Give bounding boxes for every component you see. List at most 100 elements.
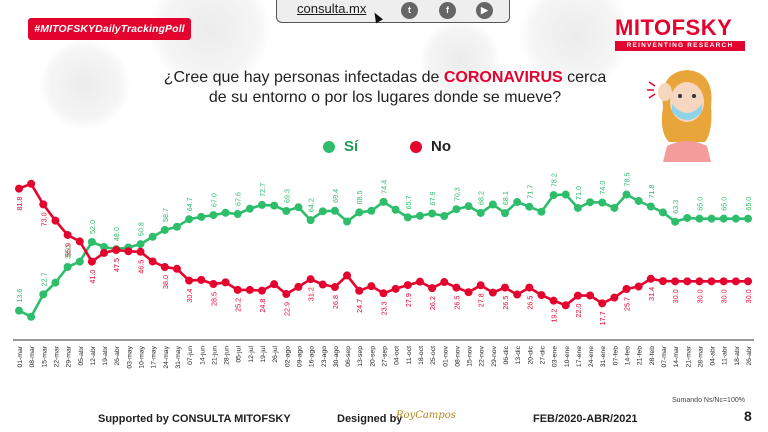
data-label-yes: 78.2: [550, 173, 559, 187]
facebook-icon[interactable]: f: [439, 2, 456, 19]
data-point-yes: [549, 191, 558, 200]
x-tick-label: 27-sep: [382, 346, 389, 367]
data-point-no: [51, 216, 60, 225]
data-point-no: [367, 282, 376, 291]
data-point-yes: [719, 214, 728, 223]
x-tick-label: 08-mar: [29, 345, 36, 367]
data-label-no: 26.5: [525, 296, 534, 310]
data-point-no: [87, 257, 96, 266]
data-label-no: 23.3: [380, 301, 389, 315]
data-label-yes: 69.4: [331, 189, 340, 203]
data-point-no: [452, 283, 461, 292]
data-label-yes: 78.5: [623, 173, 632, 187]
x-tick-label: 01-mar: [17, 345, 24, 367]
x-tick-label: 21-mar: [685, 345, 692, 367]
data-point-no: [355, 286, 364, 295]
x-tick-label: 07-jun: [187, 346, 194, 365]
data-label-yes: 65.0: [744, 197, 753, 211]
x-tick-label: 10-may: [139, 345, 146, 368]
data-point-yes: [330, 206, 339, 215]
data-point-yes: [707, 214, 716, 223]
data-label-no: 22.9: [282, 302, 291, 316]
x-tick-label: 26-abr: [114, 345, 121, 365]
data-point-no: [294, 282, 303, 291]
data-point-no: [403, 281, 412, 290]
data-point-yes: [15, 306, 23, 315]
x-tick-label: 14-mar: [673, 345, 680, 367]
data-point-no: [112, 246, 121, 254]
data-label-no: 46.5: [137, 260, 146, 274]
data-point-yes: [51, 278, 60, 287]
data-point-no: [245, 285, 254, 294]
twitter-icon[interactable]: t: [401, 2, 418, 19]
data-point-no: [707, 277, 716, 286]
x-tick-label: 24-ene: [588, 346, 595, 367]
question-highlight: CORONAVIRUS: [443, 69, 563, 86]
x-tick-label: 17-may: [151, 345, 158, 368]
x-tick-label: 31-ene: [600, 346, 607, 367]
data-point-yes: [561, 190, 570, 199]
x-tick-label: 06-dic: [503, 345, 510, 364]
data-point-yes: [39, 290, 48, 299]
data-point-no: [671, 277, 680, 286]
x-tick-label: 16-ago: [309, 346, 316, 367]
x-tick-label: 12-abr: [90, 345, 97, 365]
x-tick-label: 04-oct: [394, 346, 401, 365]
data-point-yes: [683, 213, 692, 222]
data-point-yes: [270, 201, 279, 210]
data-point-yes: [148, 232, 157, 241]
data-point-no: [634, 282, 643, 291]
virus-decoration: [40, 40, 130, 130]
brand-logo: MITOFSKY REINVENTING RESEARCH: [615, 17, 745, 51]
data-point-yes: [452, 205, 461, 214]
data-point-yes: [634, 196, 643, 205]
data-point-no: [586, 291, 595, 300]
data-label-no: 27.9: [404, 293, 413, 307]
data-point-yes: [646, 202, 655, 211]
data-point-no: [233, 285, 242, 294]
data-point-yes: [391, 205, 400, 214]
data-point-no: [75, 237, 84, 246]
data-label-no: 22.0: [574, 304, 583, 318]
data-label-no: 17.7: [598, 311, 607, 325]
series-line-yes: [18, 193, 748, 318]
data-point-yes: [513, 198, 522, 207]
youtube-icon[interactable]: ▶: [476, 2, 493, 19]
x-tick-label: 18-abr: [734, 345, 741, 365]
x-tick-label: 13-dic: [515, 345, 522, 364]
data-label-yes: 68.5: [355, 190, 364, 204]
footer-period: FEB/2020-ABR/2021: [533, 413, 638, 425]
data-point-no: [683, 277, 692, 286]
x-tick-label: 03-may: [126, 345, 133, 368]
data-point-no: [525, 283, 534, 292]
site-link[interactable]: consulta.mx: [297, 1, 367, 16]
question-line2: de su entorno o por los lugares donde se…: [208, 89, 562, 106]
data-point-yes: [136, 240, 145, 249]
data-point-yes: [488, 200, 497, 209]
data-label-no: 24.8: [258, 299, 267, 313]
data-point-yes: [172, 222, 181, 231]
data-point-no: [148, 257, 157, 266]
data-point-yes: [87, 237, 96, 246]
data-point-no: [610, 293, 619, 302]
data-point-yes: [501, 209, 509, 218]
data-point-no: [561, 301, 570, 310]
data-point-yes: [379, 197, 388, 206]
data-label-yes: 69.3: [282, 189, 291, 203]
virus-decoration: [520, 0, 630, 90]
data-point-no: [379, 289, 388, 298]
data-label-yes: 63.3: [671, 200, 680, 214]
data-point-no: [744, 277, 752, 286]
x-tick-label: 20-dic: [527, 345, 534, 364]
x-tick-label: 29-nov: [491, 345, 498, 366]
x-tick-label: 14-feb: [625, 346, 632, 365]
x-tick-label: 05-jul: [236, 346, 243, 363]
data-point-no: [330, 283, 339, 292]
data-label-no: 47.5: [112, 258, 121, 272]
data-point-no: [476, 281, 485, 290]
x-tick-label: 12-jul: [248, 346, 255, 363]
data-label-no: 41.0: [88, 270, 97, 284]
data-label-yes: 52.0: [88, 220, 97, 234]
x-tick-label: 21-jun: [211, 346, 218, 365]
data-point-yes: [306, 216, 315, 225]
